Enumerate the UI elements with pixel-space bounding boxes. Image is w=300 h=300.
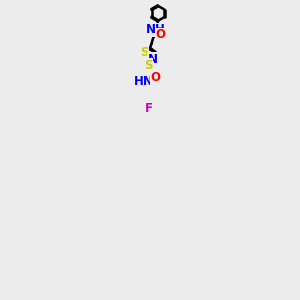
Text: N: N [148, 52, 158, 65]
Text: S: S [140, 46, 148, 59]
Text: NH: NH [146, 23, 166, 36]
Text: F: F [145, 102, 153, 115]
Text: O: O [156, 28, 166, 41]
Text: S: S [144, 59, 152, 72]
Text: HN: HN [134, 75, 154, 88]
Text: O: O [150, 71, 160, 84]
